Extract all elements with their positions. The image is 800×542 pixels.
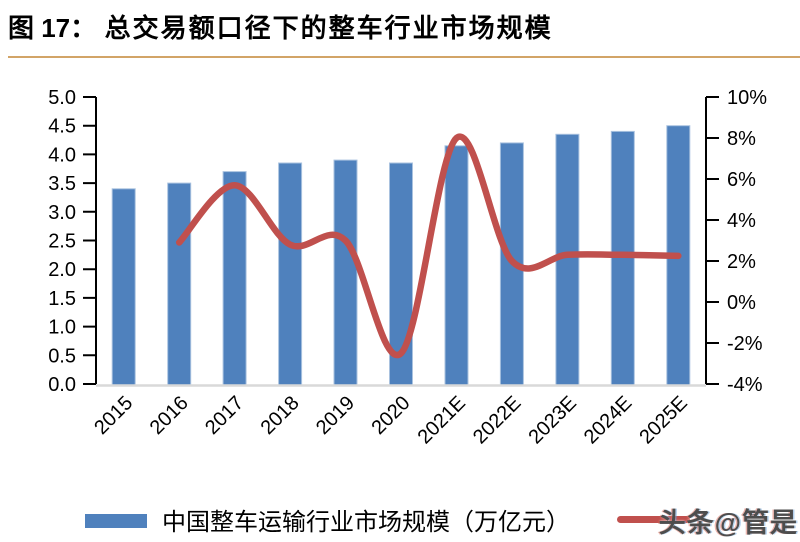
left-axis-tick-label: 4.5 bbox=[48, 116, 76, 138]
bar-2017 bbox=[222, 171, 247, 386]
left-axis-tick-label: 2.5 bbox=[48, 231, 76, 253]
x-label-2025E: 2025E bbox=[635, 392, 691, 448]
left-axis-tick-label: 3.5 bbox=[48, 173, 76, 195]
right-axis-tick-label: -4% bbox=[727, 374, 763, 396]
title-rule bbox=[8, 56, 800, 58]
combo-chart: 5.0 4.5 4.0 3.5 3.0 2.5 2.0 1.5 1.0 0.5 0.0 10% 8% 6%… bbox=[48, 87, 767, 448]
left-axis-tick-label: 1.5 bbox=[48, 288, 76, 310]
x-label-2022E: 2022E bbox=[469, 392, 525, 448]
x-label-2020: 2020 bbox=[368, 392, 415, 439]
right-axis-tick-label: 6% bbox=[727, 169, 756, 191]
figure-heading: 图 17： 总交易额口径下的整车行业市场规模 bbox=[8, 8, 553, 45]
x-label-2017: 2017 bbox=[201, 392, 248, 439]
x-label-2021E: 2021E bbox=[414, 392, 470, 448]
bar-2019 bbox=[333, 159, 358, 386]
bar-2021E bbox=[444, 145, 469, 386]
bar-2024E bbox=[610, 130, 635, 386]
left-axis-tick-label: 1.0 bbox=[48, 317, 76, 339]
x-label-2015: 2015 bbox=[90, 392, 137, 439]
legend-line-swatch bbox=[617, 516, 690, 523]
right-axis-tick-label: 10% bbox=[727, 87, 767, 109]
left-axis-tick-label: 3.0 bbox=[48, 202, 76, 224]
right-axis-tick-label: 8% bbox=[727, 128, 756, 150]
figure-title-text: 总交易额口径下的整车行业市场规模 bbox=[104, 14, 553, 43]
bar-2015 bbox=[111, 188, 136, 386]
right-axis-tick-label: -2% bbox=[727, 333, 763, 355]
right-axis bbox=[705, 96, 719, 385]
left-axis-tick-label: 5.0 bbox=[48, 87, 76, 109]
left-axis bbox=[83, 96, 97, 385]
left-axis-tick-label: 4.0 bbox=[48, 144, 76, 166]
left-axis-tick-label: 0.0 bbox=[48, 374, 76, 396]
bar-2016 bbox=[167, 182, 192, 386]
legend-bar-swatch bbox=[85, 514, 147, 528]
right-axis-tick-label: 0% bbox=[727, 292, 756, 314]
left-axis-tick-label: 0.5 bbox=[48, 345, 76, 367]
x-label-2016: 2016 bbox=[146, 392, 193, 439]
bar-2018 bbox=[278, 162, 303, 386]
x-label-2023E: 2023E bbox=[524, 392, 580, 448]
figure-number-label: 图 17： bbox=[8, 13, 97, 43]
x-label-2024E: 2024E bbox=[580, 392, 636, 448]
watermark: 头条@管是 bbox=[658, 508, 798, 538]
x-label-2018: 2018 bbox=[257, 392, 304, 439]
x-label-2019: 2019 bbox=[312, 392, 359, 439]
legend-bar-label: 中国整车运输行业市场规模（万亿元） bbox=[162, 509, 570, 536]
right-axis-tick-label: 4% bbox=[727, 210, 756, 232]
left-axis-tick-label: 2.0 bbox=[48, 259, 76, 281]
growth-line bbox=[175, 133, 682, 359]
right-axis-tick-label: 2% bbox=[727, 251, 756, 273]
